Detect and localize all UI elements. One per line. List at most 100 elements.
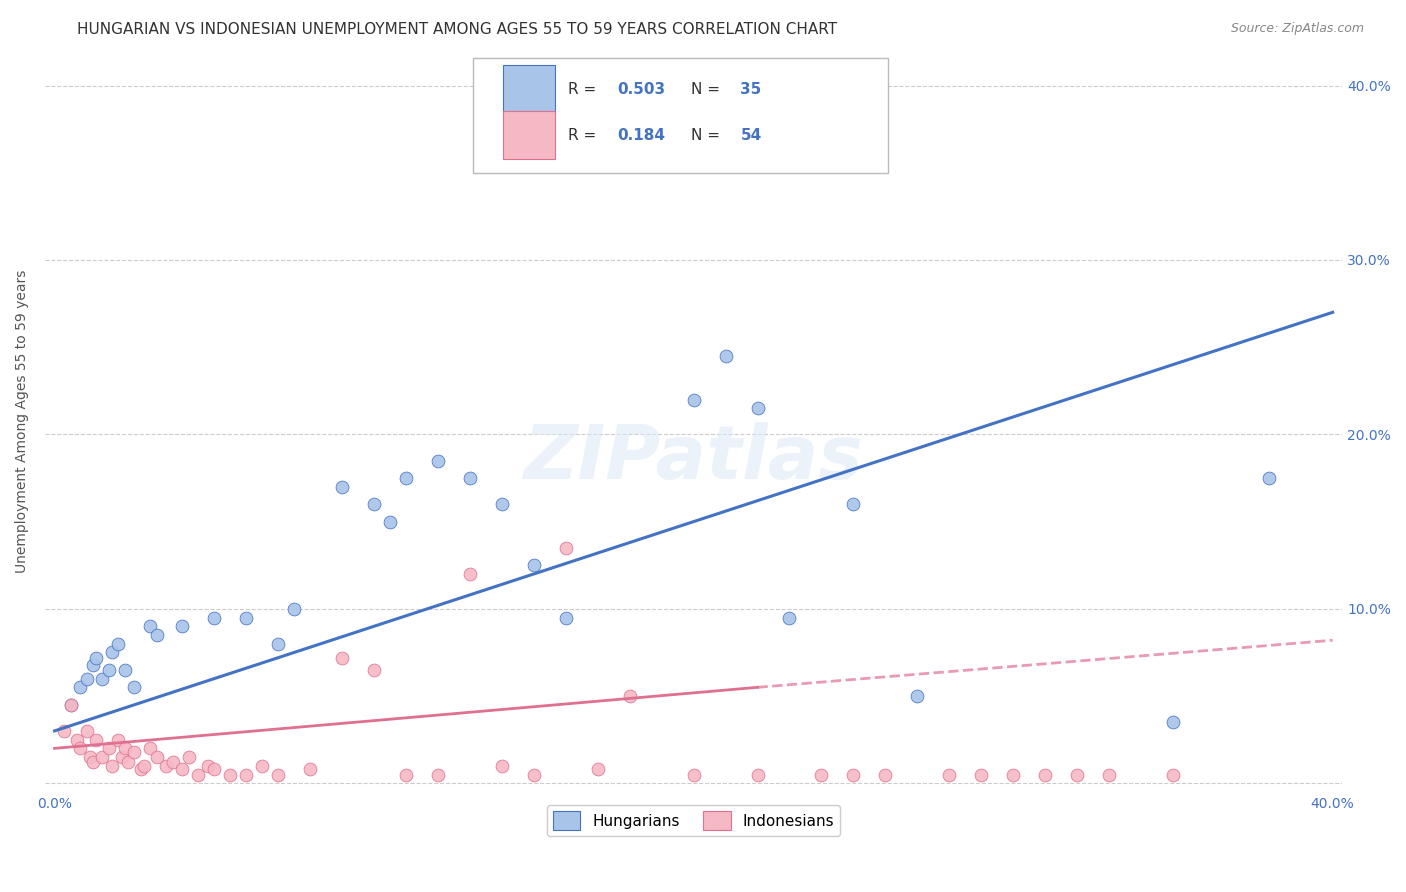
Point: [554, 541, 576, 555]
Point: [491, 497, 513, 511]
Legend: Hungarians, Indonesians: Hungarians, Indonesians: [547, 805, 841, 836]
Text: 54: 54: [741, 128, 762, 143]
Point: [252, 759, 274, 773]
Point: [79, 750, 101, 764]
Point: [117, 756, 139, 770]
Point: [586, 762, 609, 776]
Text: R =: R =: [568, 128, 600, 143]
Point: [779, 610, 801, 624]
Point: [875, 767, 897, 781]
Point: [378, 515, 401, 529]
Point: [139, 619, 162, 633]
Point: [1098, 767, 1121, 781]
Point: [129, 762, 152, 776]
Text: 0.184: 0.184: [617, 128, 665, 143]
Point: [66, 732, 89, 747]
Point: [177, 750, 200, 764]
Point: [427, 453, 450, 467]
Point: [283, 602, 305, 616]
Point: [146, 750, 169, 764]
Point: [1002, 767, 1025, 781]
Point: [1161, 767, 1184, 781]
Point: [842, 767, 865, 781]
Point: [114, 741, 136, 756]
Point: [235, 610, 257, 624]
Point: [842, 497, 865, 511]
Point: [427, 767, 450, 781]
Text: 35: 35: [741, 82, 762, 96]
Text: 0.503: 0.503: [617, 82, 665, 96]
Point: [82, 657, 104, 672]
Point: [747, 767, 769, 781]
Point: [101, 759, 124, 773]
Text: R =: R =: [568, 82, 600, 96]
Point: [970, 767, 993, 781]
FancyBboxPatch shape: [472, 58, 889, 173]
Point: [395, 471, 418, 485]
Point: [53, 723, 76, 738]
Point: [235, 767, 257, 781]
Point: [91, 672, 114, 686]
Text: Source: ZipAtlas.com: Source: ZipAtlas.com: [1230, 22, 1364, 36]
Point: [59, 698, 82, 712]
Point: [905, 689, 928, 703]
Point: [69, 681, 91, 695]
Y-axis label: Unemployment Among Ages 55 to 59 years: Unemployment Among Ages 55 to 59 years: [15, 269, 30, 573]
Point: [523, 558, 546, 573]
Point: [124, 745, 146, 759]
Point: [458, 471, 481, 485]
Point: [155, 759, 177, 773]
Point: [299, 762, 322, 776]
FancyBboxPatch shape: [503, 112, 555, 160]
Point: [139, 741, 162, 756]
Point: [187, 767, 209, 781]
Point: [82, 756, 104, 770]
Text: N =: N =: [690, 128, 725, 143]
Point: [714, 349, 737, 363]
Point: [1033, 767, 1056, 781]
Point: [59, 698, 82, 712]
Point: [1161, 715, 1184, 730]
Point: [619, 689, 641, 703]
Point: [97, 741, 120, 756]
Point: [938, 767, 960, 781]
Point: [458, 566, 481, 581]
Point: [395, 767, 418, 781]
Point: [146, 628, 169, 642]
Point: [97, 663, 120, 677]
Point: [197, 759, 219, 773]
Point: [523, 767, 546, 781]
Point: [76, 723, 98, 738]
Point: [124, 681, 146, 695]
Point: [84, 732, 107, 747]
Point: [202, 610, 225, 624]
Point: [1257, 471, 1279, 485]
Point: [107, 732, 129, 747]
Point: [69, 741, 91, 756]
Text: HUNGARIAN VS INDONESIAN UNEMPLOYMENT AMONG AGES 55 TO 59 YEARS CORRELATION CHART: HUNGARIAN VS INDONESIAN UNEMPLOYMENT AMO…: [77, 22, 838, 37]
Point: [554, 610, 576, 624]
Text: N =: N =: [690, 82, 725, 96]
Point: [363, 663, 385, 677]
Point: [114, 663, 136, 677]
Point: [202, 762, 225, 776]
Point: [172, 619, 194, 633]
Point: [747, 401, 769, 416]
Point: [162, 756, 184, 770]
Point: [172, 762, 194, 776]
Point: [267, 767, 290, 781]
FancyBboxPatch shape: [503, 65, 555, 113]
Point: [330, 650, 353, 665]
Point: [1066, 767, 1088, 781]
Point: [330, 480, 353, 494]
Point: [682, 392, 704, 407]
Point: [101, 645, 124, 659]
Point: [111, 750, 134, 764]
Text: ZIPatlas: ZIPatlas: [523, 422, 863, 495]
Point: [132, 759, 155, 773]
Point: [363, 497, 385, 511]
Point: [682, 767, 704, 781]
Point: [84, 650, 107, 665]
Point: [267, 637, 290, 651]
Point: [76, 672, 98, 686]
